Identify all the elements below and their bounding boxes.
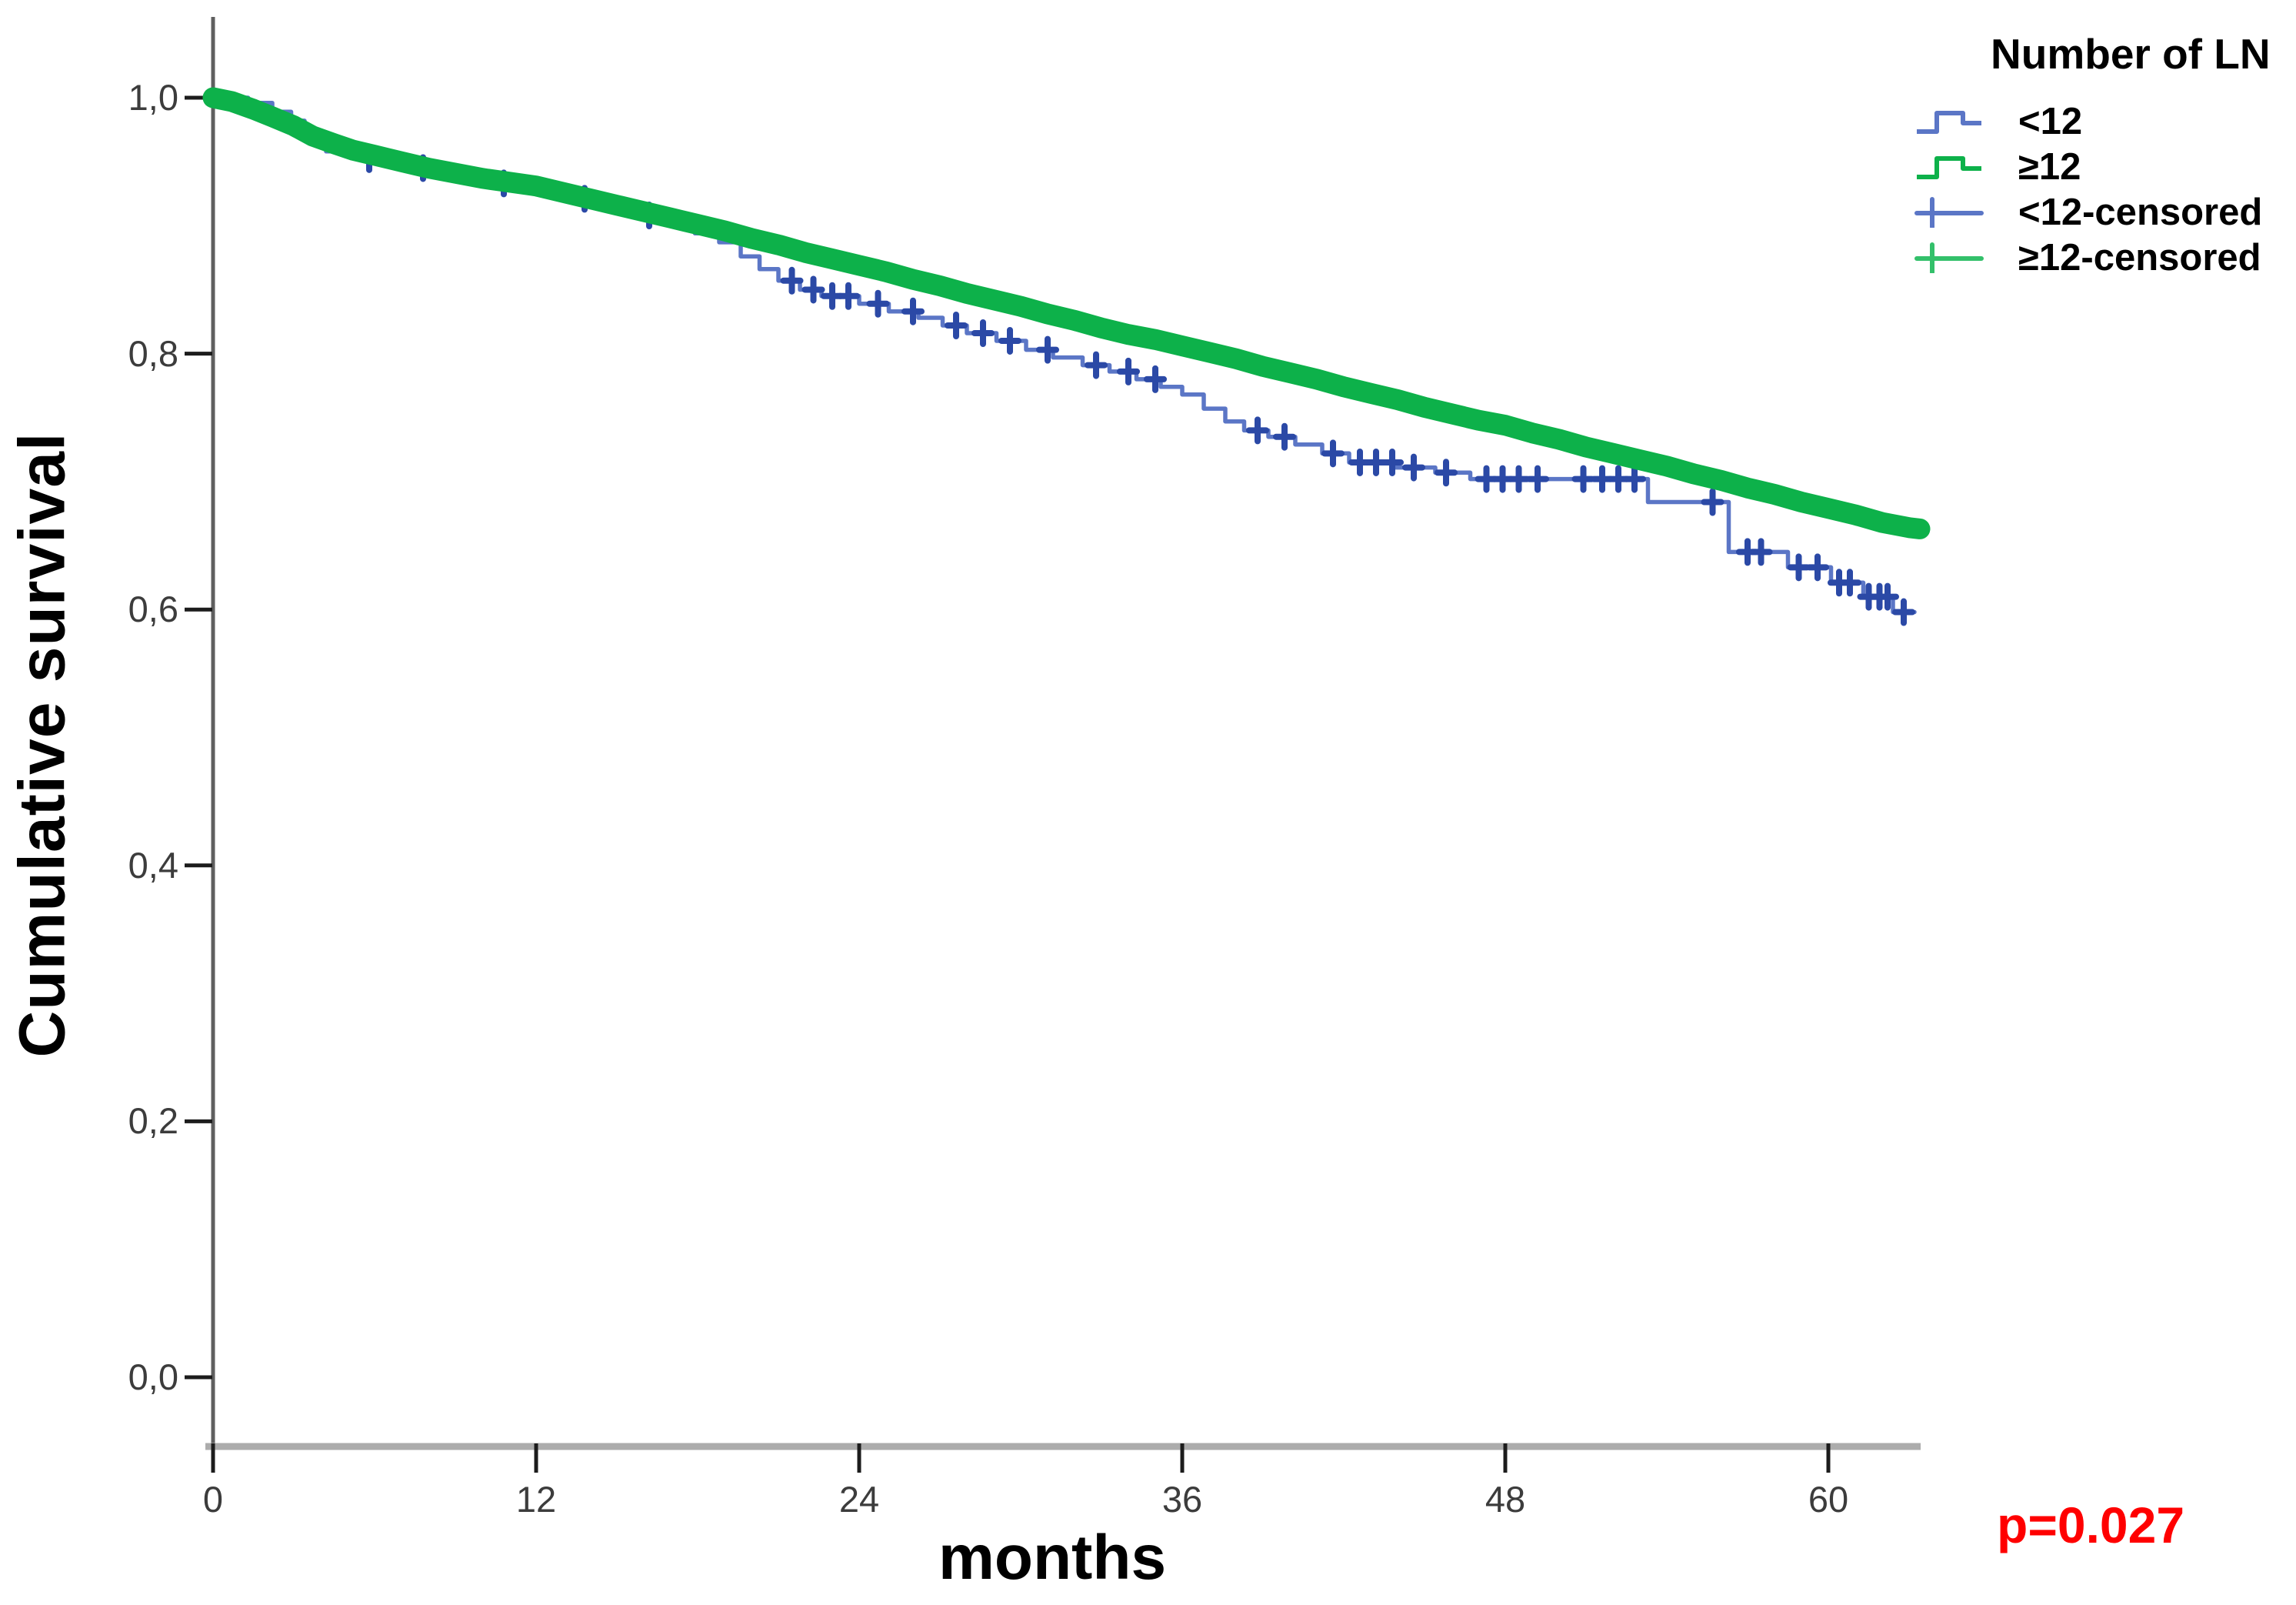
x-tick-label: 60: [1808, 1479, 1849, 1520]
x-tick-label: 36: [1161, 1479, 1203, 1520]
x-tick-label: 12: [515, 1479, 557, 1520]
censor-mark-lt12: [1507, 465, 1531, 493]
censor-mark-lt12: [1144, 365, 1167, 393]
survival-curve-ge12: [202, 87, 1931, 539]
step-line-icon: [1914, 106, 1984, 137]
x-tick-label: 48: [1485, 1479, 1526, 1520]
y-tick-label: 0,0: [128, 1356, 178, 1397]
legend: Number of LN <12 ≥12 <12-censored: [1914, 29, 2291, 280]
legend-item-lt12: <12: [1914, 98, 2291, 144]
censor-mark-lt12: [1787, 553, 1811, 582]
legend-label-lt12: <12: [2018, 100, 2083, 142]
censor-mark-lt12: [1806, 553, 1829, 582]
censored-plus-icon: [1914, 196, 1984, 228]
censor-mark-lt12: [1085, 351, 1108, 379]
legend-item-ge12-censored: ≥12-censored: [1914, 235, 2291, 280]
legend-title: Number of LN: [1991, 30, 2271, 78]
y-axis-title: Cumulative survival: [5, 432, 78, 1058]
y-tick-label: 0,6: [128, 589, 178, 630]
y-tick-label: 0,2: [128, 1100, 178, 1142]
legend-label-lt12-censored: <12-censored: [2018, 191, 2263, 233]
censored-plus-icon: [1914, 242, 1984, 273]
censor-mark-lt12: [1838, 569, 1861, 597]
censor-mark-lt12: [1402, 453, 1425, 482]
y-tick-label: 0,4: [128, 844, 178, 886]
censor-mark-lt12: [971, 319, 995, 347]
censor-mark-lt12: [1701, 488, 1724, 516]
censor-mark-lt12: [901, 297, 925, 325]
censor-mark-lt12: [837, 282, 860, 310]
censor-mark-lt12: [801, 275, 825, 304]
p-value-annotation: p=0.027: [1997, 1497, 2185, 1553]
x-tick-label: 24: [838, 1479, 880, 1520]
censor-mark-lt12: [998, 326, 1021, 355]
censor-mark-lt12: [1876, 582, 1899, 611]
censor-mark-lt12: [1321, 439, 1345, 468]
censor-mark-lt12: [1749, 538, 1773, 566]
censor-mark-lt12: [1623, 465, 1646, 493]
censor-mark-lt12: [1892, 598, 1915, 626]
censor-mark-lt12: [1117, 357, 1140, 385]
censor-mark-lt12: [1246, 416, 1269, 445]
y-tick-label: 0,8: [128, 332, 178, 374]
censor-mark-lt12: [1526, 465, 1549, 493]
legend-label-ge12: ≥12: [2018, 145, 2081, 188]
censor-mark-lt12: [1273, 422, 1296, 451]
legend-item-lt12-censored: <12-censored: [1914, 189, 2291, 235]
legend-items: <12 ≥12 <12-censored ≥12-censored: [1914, 98, 2291, 280]
legend-label-ge12-censored: ≥12-censored: [2018, 236, 2261, 279]
x-axis-title: months: [938, 1523, 1167, 1593]
censor-mark-lt12: [1571, 465, 1595, 493]
censor-mark-lt12: [1036, 335, 1059, 364]
censor-mark-lt12: [1435, 459, 1458, 487]
x-tick-label: 0: [202, 1479, 224, 1520]
censor-mark-lt12: [1381, 448, 1404, 476]
censor-mark-lt12: [945, 312, 968, 340]
legend-item-ge12: ≥12: [1914, 144, 2291, 189]
censor-mark-lt12: [866, 289, 890, 318]
step-line-icon: [1914, 152, 1984, 182]
censor-mark-lt12: [780, 266, 804, 295]
y-tick-label: 1,0: [128, 77, 178, 118]
